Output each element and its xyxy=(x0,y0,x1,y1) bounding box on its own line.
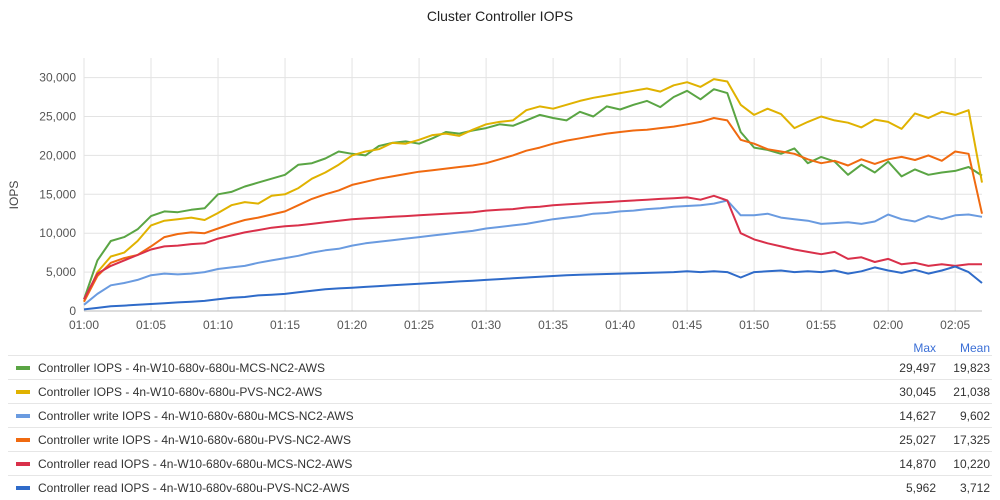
legend-label: Controller read IOPS - 4n-W10-680v-680u-… xyxy=(38,480,350,495)
legend-max-value: 5,962 xyxy=(905,480,936,495)
x-tick-label: 01:40 xyxy=(605,318,635,332)
y-tick-label: 10,000 xyxy=(39,226,76,240)
legend-mean-value: 19,823 xyxy=(953,360,990,375)
legend-swatch xyxy=(16,389,30,394)
legend-label: Controller IOPS - 4n-W10-680v-680u-PVS-N… xyxy=(38,384,323,399)
x-tick-label: 01:10 xyxy=(203,318,233,332)
x-tick-label: 01:35 xyxy=(538,318,568,332)
legend-max-value: 14,870 xyxy=(899,456,936,471)
legend-max-value: 14,627 xyxy=(899,408,936,423)
legend-swatch xyxy=(16,365,30,370)
x-tick-label: 01:30 xyxy=(471,318,501,332)
legend-label: Controller write IOPS - 4n-W10-680v-680u… xyxy=(38,408,354,423)
chart-plot: 0 5,000 10,000 15,000 20,000 25,000 30,000 01:… xyxy=(7,58,983,332)
y-axis: 0 5,000 10,000 15,000 20,000 25,000 30,000 xyxy=(39,71,76,318)
x-tick-label: 01:05 xyxy=(136,318,166,332)
series-line-4[interactable] xyxy=(83,117,983,303)
y-axis-title: IOPS xyxy=(7,181,21,210)
legend-mean-value: 17,325 xyxy=(953,432,990,447)
y-tick-label: 20,000 xyxy=(39,148,76,162)
legend-mean-value: 21,038 xyxy=(953,384,990,399)
legend: Max Mean Controller IOPS - 4n-W10-680v-6… xyxy=(8,333,992,500)
x-tick-label: 01:25 xyxy=(404,318,434,332)
legend-swatch xyxy=(16,413,30,418)
legend-item[interactable]: Controller write IOPS - 4n-W10-680v-680u… xyxy=(8,403,992,427)
legend-max-value: 30,045 xyxy=(899,384,936,399)
legend-swatch xyxy=(16,461,30,466)
legend-swatch xyxy=(16,485,30,490)
legend-item[interactable]: Controller IOPS - 4n-W10-680v-680u-PVS-N… xyxy=(8,379,992,403)
x-tick-label: 01:45 xyxy=(672,318,702,332)
x-tick-label: 01:50 xyxy=(739,318,769,332)
legend-mean-value: 9,602 xyxy=(959,408,990,423)
series-layer xyxy=(83,78,983,311)
legend-mean-value: 3,712 xyxy=(959,480,990,495)
series-line-2[interactable] xyxy=(83,78,983,303)
x-tick-label: 02:00 xyxy=(873,318,903,332)
legend-max-value: 25,027 xyxy=(899,432,936,447)
series-line-5[interactable] xyxy=(83,194,982,300)
y-tick-label: 15,000 xyxy=(39,187,76,201)
y-tick-label: 30,000 xyxy=(39,71,76,85)
y-tick-label: 25,000 xyxy=(39,109,76,123)
x-tick-label: 02:05 xyxy=(940,318,970,332)
legend-max-header[interactable]: Max xyxy=(913,341,936,355)
legend-header: Max Mean xyxy=(8,333,992,355)
legend-mean-header[interactable]: Mean xyxy=(959,341,990,355)
y-tick-label: 5,000 xyxy=(46,265,76,279)
x-tick-label: 01:00 xyxy=(69,318,99,332)
series-line-6[interactable] xyxy=(83,265,983,311)
legend-swatch xyxy=(16,437,30,442)
y-tick-label: 0 xyxy=(69,304,76,318)
legend-max-value: 29,497 xyxy=(899,360,936,375)
series-line-3[interactable] xyxy=(83,199,983,306)
grid xyxy=(83,58,982,312)
legend-label: Controller IOPS - 4n-W10-680v-680u-MCS-N… xyxy=(38,360,325,375)
chart-title: Cluster Controller IOPS xyxy=(426,8,574,24)
x-tick-label: 01:15 xyxy=(270,318,300,332)
legend-mean-value: 10,220 xyxy=(953,456,990,471)
x-axis: 01:00 01:05 01:10 01:15 01:20 01:25 01:30 01:35… xyxy=(69,310,982,332)
legend-item[interactable]: Controller IOPS - 4n-W10-680v-680u-MCS-N… xyxy=(8,355,992,379)
legend-label: Controller write IOPS - 4n-W10-680v-680u… xyxy=(38,432,351,447)
legend-item[interactable]: Controller read IOPS - 4n-W10-680v-680u-… xyxy=(8,451,992,475)
x-tick-label: 01:55 xyxy=(806,318,836,332)
x-tick-label: 01:20 xyxy=(337,318,367,332)
legend-item[interactable]: Controller write IOPS - 4n-W10-680v-680u… xyxy=(8,427,992,451)
legend-item[interactable]: Controller read IOPS - 4n-W10-680v-680u-… xyxy=(8,475,992,499)
legend-label: Controller read IOPS - 4n-W10-680v-680u-… xyxy=(38,456,353,471)
